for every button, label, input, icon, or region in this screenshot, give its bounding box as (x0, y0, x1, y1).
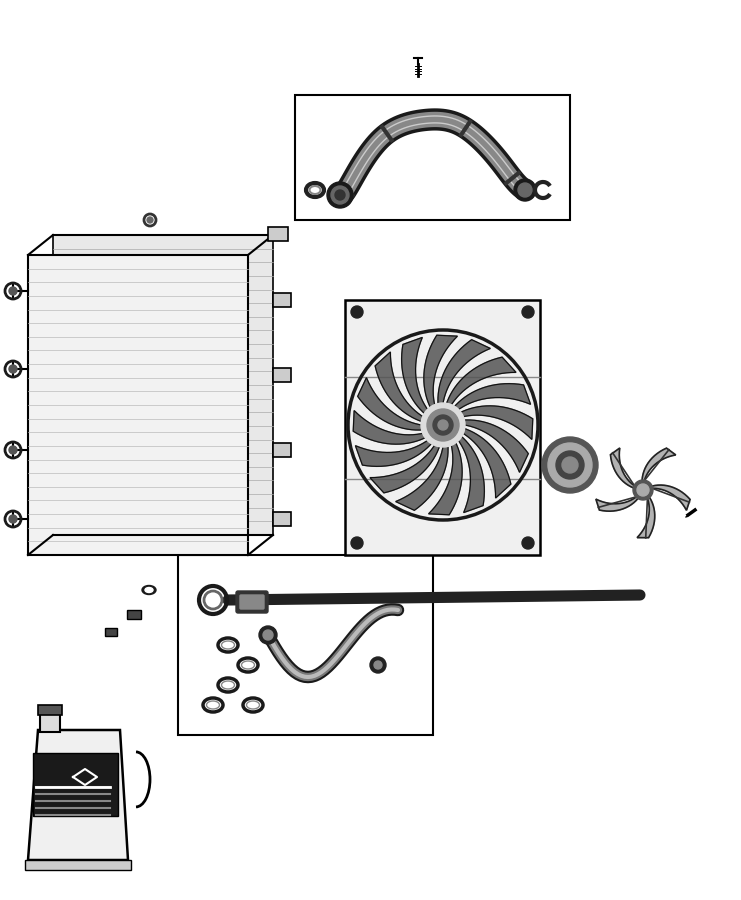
Circle shape (421, 403, 465, 447)
Circle shape (556, 451, 584, 479)
Bar (40, 712, 60, 732)
Polygon shape (455, 433, 485, 513)
Polygon shape (611, 448, 637, 489)
Polygon shape (375, 352, 428, 423)
Polygon shape (596, 495, 639, 511)
Polygon shape (642, 448, 676, 483)
Circle shape (351, 306, 363, 318)
Ellipse shape (142, 586, 156, 595)
Bar (295, 95, 570, 220)
Bar (33, 753, 118, 815)
Circle shape (335, 190, 345, 200)
Circle shape (9, 446, 17, 454)
Bar (105, 628, 117, 636)
Circle shape (259, 626, 277, 644)
Circle shape (9, 515, 17, 523)
Bar (28, 255, 248, 555)
Bar (25, 860, 131, 870)
Circle shape (562, 457, 578, 473)
Bar (345, 300, 540, 555)
Circle shape (522, 306, 534, 318)
Circle shape (370, 657, 386, 673)
Polygon shape (353, 410, 431, 445)
Polygon shape (438, 339, 491, 410)
Circle shape (147, 217, 153, 223)
Polygon shape (396, 440, 448, 510)
Bar (127, 610, 141, 619)
Polygon shape (459, 420, 528, 472)
Circle shape (633, 480, 653, 500)
Circle shape (9, 287, 17, 295)
Polygon shape (28, 730, 128, 860)
Polygon shape (445, 357, 516, 410)
Polygon shape (402, 338, 431, 418)
Circle shape (518, 183, 532, 197)
Circle shape (331, 186, 349, 204)
Circle shape (522, 537, 534, 549)
Circle shape (514, 179, 536, 201)
Bar (53, 235, 273, 535)
Polygon shape (424, 335, 457, 412)
Circle shape (548, 443, 592, 487)
Bar (178, 555, 433, 735)
FancyBboxPatch shape (236, 591, 268, 613)
FancyBboxPatch shape (240, 595, 264, 609)
Polygon shape (637, 495, 655, 537)
Polygon shape (451, 383, 531, 413)
Polygon shape (428, 437, 462, 515)
Circle shape (374, 661, 382, 669)
Circle shape (637, 484, 649, 496)
Polygon shape (456, 406, 533, 439)
Bar (273, 293, 291, 307)
Polygon shape (356, 436, 435, 466)
Circle shape (542, 437, 598, 493)
Circle shape (433, 415, 453, 435)
Circle shape (263, 630, 273, 640)
Circle shape (327, 182, 353, 208)
Polygon shape (370, 440, 441, 493)
Circle shape (351, 537, 363, 549)
Polygon shape (358, 378, 428, 430)
Bar (273, 443, 291, 457)
Polygon shape (649, 485, 690, 510)
Bar (268, 227, 288, 241)
Bar (38, 705, 62, 715)
Circle shape (427, 409, 459, 441)
Bar (273, 512, 291, 526)
Polygon shape (458, 427, 511, 498)
Circle shape (9, 365, 17, 373)
Circle shape (438, 420, 448, 430)
Ellipse shape (145, 588, 153, 592)
Bar (273, 368, 291, 382)
